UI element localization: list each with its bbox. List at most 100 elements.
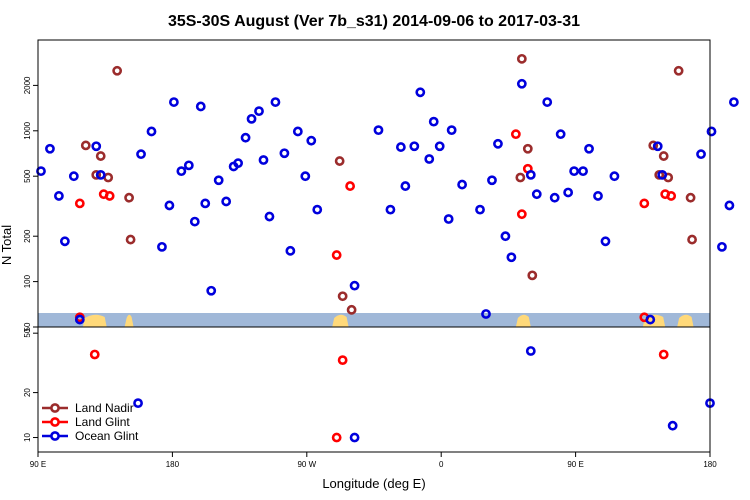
ocean-glint-point bbox=[533, 191, 540, 198]
ocean-glint-point bbox=[281, 150, 288, 157]
land-nadir-point bbox=[339, 293, 346, 300]
ocean-glint-point bbox=[46, 145, 53, 152]
land-nadir-point bbox=[97, 152, 104, 159]
ocean-band bbox=[38, 313, 710, 327]
ocean-glint-point bbox=[494, 140, 501, 147]
ocean-glint-point bbox=[170, 98, 177, 105]
ocean-glint-point bbox=[223, 198, 230, 205]
x-tick-label: 0 bbox=[439, 460, 444, 469]
ocean-glint-point bbox=[242, 134, 249, 141]
ocean-glint-point bbox=[585, 145, 592, 152]
legend-label-land-glint: Land Glint bbox=[75, 415, 130, 429]
x-tick-label: 180 bbox=[703, 460, 717, 469]
land-nadir-point bbox=[348, 306, 355, 313]
ocean-glint-point bbox=[294, 128, 301, 135]
ocean-glint-point bbox=[476, 206, 483, 213]
land-nadir-point bbox=[687, 194, 694, 201]
ocean-glint-point bbox=[718, 243, 725, 250]
ocean-glint-point bbox=[602, 238, 609, 245]
land-glint-point bbox=[91, 351, 98, 358]
land-glint-point bbox=[668, 192, 675, 199]
y-tick-label: 100 bbox=[23, 274, 32, 288]
ocean-glint-point bbox=[426, 155, 433, 162]
ocean-glint-point bbox=[375, 127, 382, 134]
terrain-band bbox=[38, 313, 710, 327]
ocean-glint-point bbox=[594, 192, 601, 199]
ocean-glint-point bbox=[93, 143, 100, 150]
legend-label-land-nadir: Land Nadir bbox=[75, 401, 134, 415]
ocean-glint-point bbox=[302, 173, 309, 180]
ocean-glint-point bbox=[557, 131, 564, 138]
land-nadir-point bbox=[517, 174, 524, 181]
lower-plot-frame bbox=[38, 327, 710, 452]
ocean-glint-point bbox=[255, 108, 262, 115]
land-glint-point bbox=[518, 211, 525, 218]
ocean-glint-point bbox=[502, 233, 509, 240]
land-glint-point bbox=[333, 251, 340, 258]
x-axis-title: Longitude (deg E) bbox=[322, 476, 425, 491]
ocean-glint-point bbox=[551, 194, 558, 201]
ocean-glint-point bbox=[308, 137, 315, 144]
x-tick-label: 180 bbox=[166, 460, 180, 469]
x-tick-label: 90 E bbox=[30, 460, 46, 469]
ocean-glint-point bbox=[397, 143, 404, 150]
ocean-glint-point bbox=[508, 254, 515, 261]
lower-data-points bbox=[91, 347, 713, 441]
ocean-glint-point bbox=[260, 156, 267, 163]
y-tick-label: 1000 bbox=[23, 121, 32, 139]
land-nadir-point bbox=[660, 152, 667, 159]
land-nadir-point bbox=[82, 142, 89, 149]
legend-marker-land-nadir bbox=[51, 404, 58, 411]
land-nadir-point bbox=[524, 145, 531, 152]
ocean-glint-point bbox=[314, 206, 321, 213]
chart-title: 35S-30S August (Ver 7b_s31) 2014-09-06 t… bbox=[168, 13, 580, 30]
ocean-glint-point bbox=[248, 115, 255, 122]
y-tick-label: 50 bbox=[23, 328, 32, 337]
ocean-glint-point bbox=[158, 243, 165, 250]
y-tick-label: 500 bbox=[23, 169, 32, 183]
ocean-glint-point bbox=[197, 103, 204, 110]
ocean-glint-point bbox=[351, 434, 358, 441]
ocean-glint-point bbox=[565, 189, 572, 196]
land-glint-point bbox=[641, 200, 648, 207]
ocean-glint-point bbox=[191, 218, 198, 225]
ocean-glint-point bbox=[459, 181, 466, 188]
ocean-glint-point bbox=[185, 162, 192, 169]
legend-marker-land-glint bbox=[51, 418, 58, 425]
ocean-glint-point bbox=[178, 168, 185, 175]
ocean-glint-point bbox=[148, 128, 155, 135]
ocean-glint-point bbox=[166, 202, 173, 209]
ocean-glint-point bbox=[518, 80, 525, 87]
upper-ticks: 5010020050010002000 bbox=[23, 76, 38, 332]
land-glint-point bbox=[76, 200, 83, 207]
land-glint-point bbox=[660, 351, 667, 358]
ocean-glint-point bbox=[61, 238, 68, 245]
y-tick-label: 10 bbox=[23, 433, 32, 442]
ocean-glint-point bbox=[417, 89, 424, 96]
land-glint-point bbox=[347, 182, 354, 189]
upper-panel: 50 100 200 500 1000 2000 bbox=[23, 40, 737, 331]
ocean-glint-point bbox=[527, 347, 534, 354]
ocean-glint-point bbox=[137, 151, 144, 158]
ocean-glint-point bbox=[287, 247, 294, 254]
land-nadir-point bbox=[127, 236, 134, 243]
land-nadir-point bbox=[518, 55, 525, 62]
ocean-glint-point bbox=[430, 118, 437, 125]
ocean-glint-point bbox=[730, 98, 737, 105]
ocean-glint-point bbox=[70, 173, 77, 180]
upper-data-points bbox=[37, 55, 737, 323]
ocean-glint-point bbox=[697, 151, 704, 158]
ocean-glint-point bbox=[708, 128, 715, 135]
ocean-glint-point bbox=[266, 213, 273, 220]
ocean-glint-point bbox=[611, 173, 618, 180]
land-nadir-point bbox=[529, 272, 536, 279]
y-tick-label: 200 bbox=[23, 229, 32, 243]
ocean-glint-point bbox=[208, 287, 215, 294]
y-tick-label: 20 bbox=[23, 388, 32, 397]
ocean-glint-point bbox=[351, 282, 358, 289]
lower-ticks: 10 20 50 bbox=[23, 328, 38, 442]
x-axis: 90 E 180 90 W 0 90 E 180 bbox=[30, 452, 717, 469]
ocean-glint-point bbox=[527, 171, 534, 178]
